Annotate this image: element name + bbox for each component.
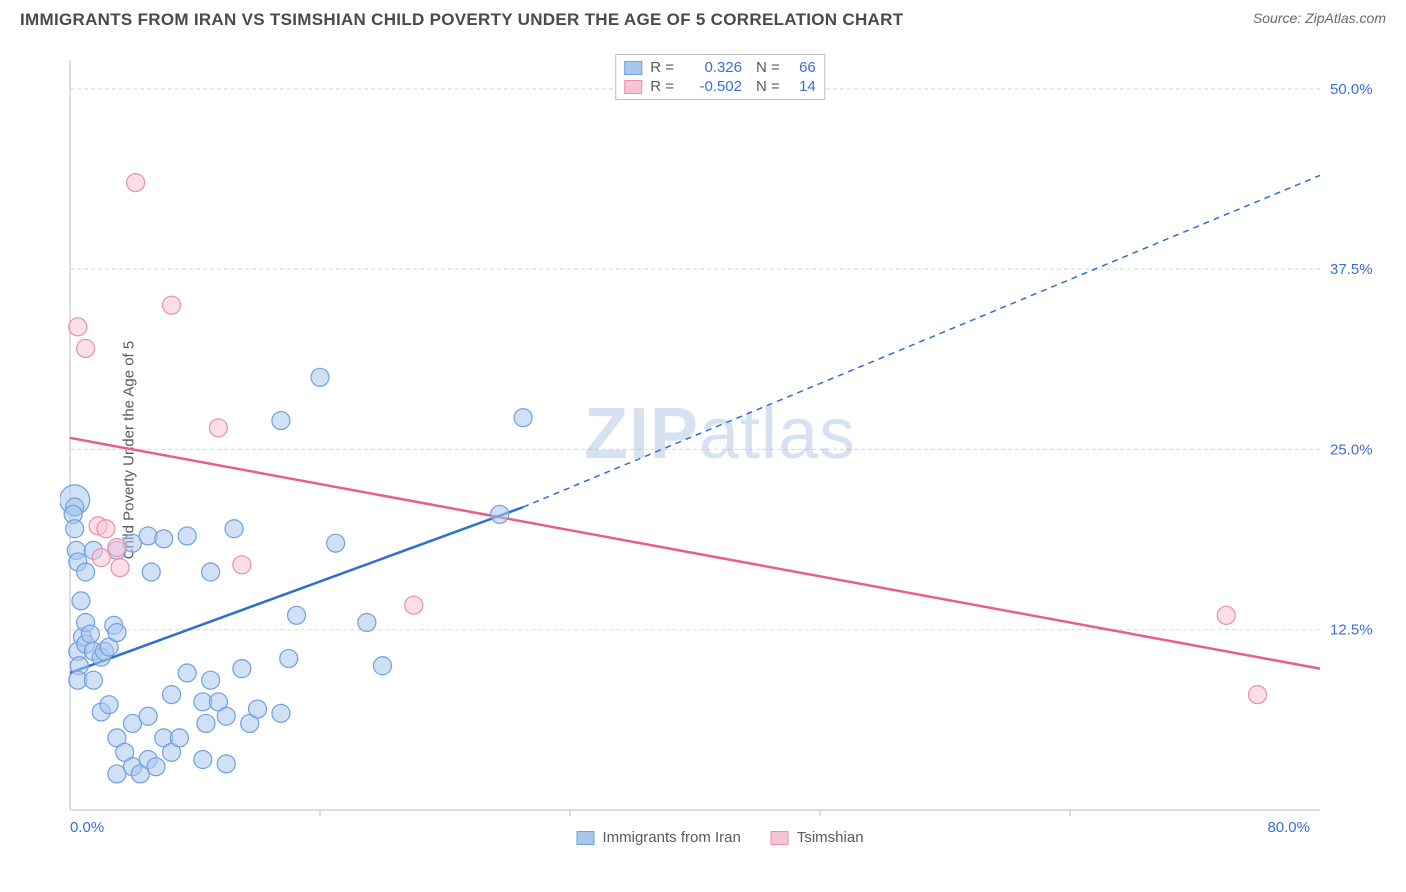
series-legend: Immigrants from Iran Tsimshian (576, 829, 863, 846)
svg-text:12.5%: 12.5% (1330, 622, 1373, 639)
source-attribution: Source: ZipAtlas.com (1253, 10, 1386, 26)
swatch-series-1-b (576, 831, 594, 845)
swatch-series-2-b (771, 831, 789, 845)
chart-title: IMMIGRANTS FROM IRAN VS TSIMSHIAN CHILD … (20, 10, 903, 30)
svg-text:80.0%: 80.0% (1267, 819, 1310, 836)
svg-text:37.5%: 37.5% (1330, 261, 1373, 278)
chart-container: Child Poverty Under the Age of 5 12.5%25… (45, 50, 1385, 850)
swatch-series-2 (624, 80, 642, 94)
legend-row-series-1: R = 0.326 N = 66 (624, 58, 816, 77)
swatch-series-1 (624, 61, 642, 75)
legend-row-series-2: R = -0.502 N = 14 (624, 77, 816, 96)
svg-text:50.0%: 50.0% (1330, 81, 1373, 98)
legend-item-series-1: Immigrants from Iran (576, 829, 740, 846)
plot-area: 12.5%25.0%37.5%50.0%0.0%80.0% ZIPatlas R… (60, 50, 1380, 850)
correlation-legend: R = 0.326 N = 66 R = -0.502 N = 14 (615, 54, 825, 100)
legend-item-series-2: Tsimshian (771, 829, 864, 846)
svg-text:25.0%: 25.0% (1330, 441, 1373, 458)
svg-text:0.0%: 0.0% (70, 819, 104, 836)
chart-svg: 12.5% 25.0% 37.5% 50.0% 0.0% 80.0% (60, 50, 1380, 850)
